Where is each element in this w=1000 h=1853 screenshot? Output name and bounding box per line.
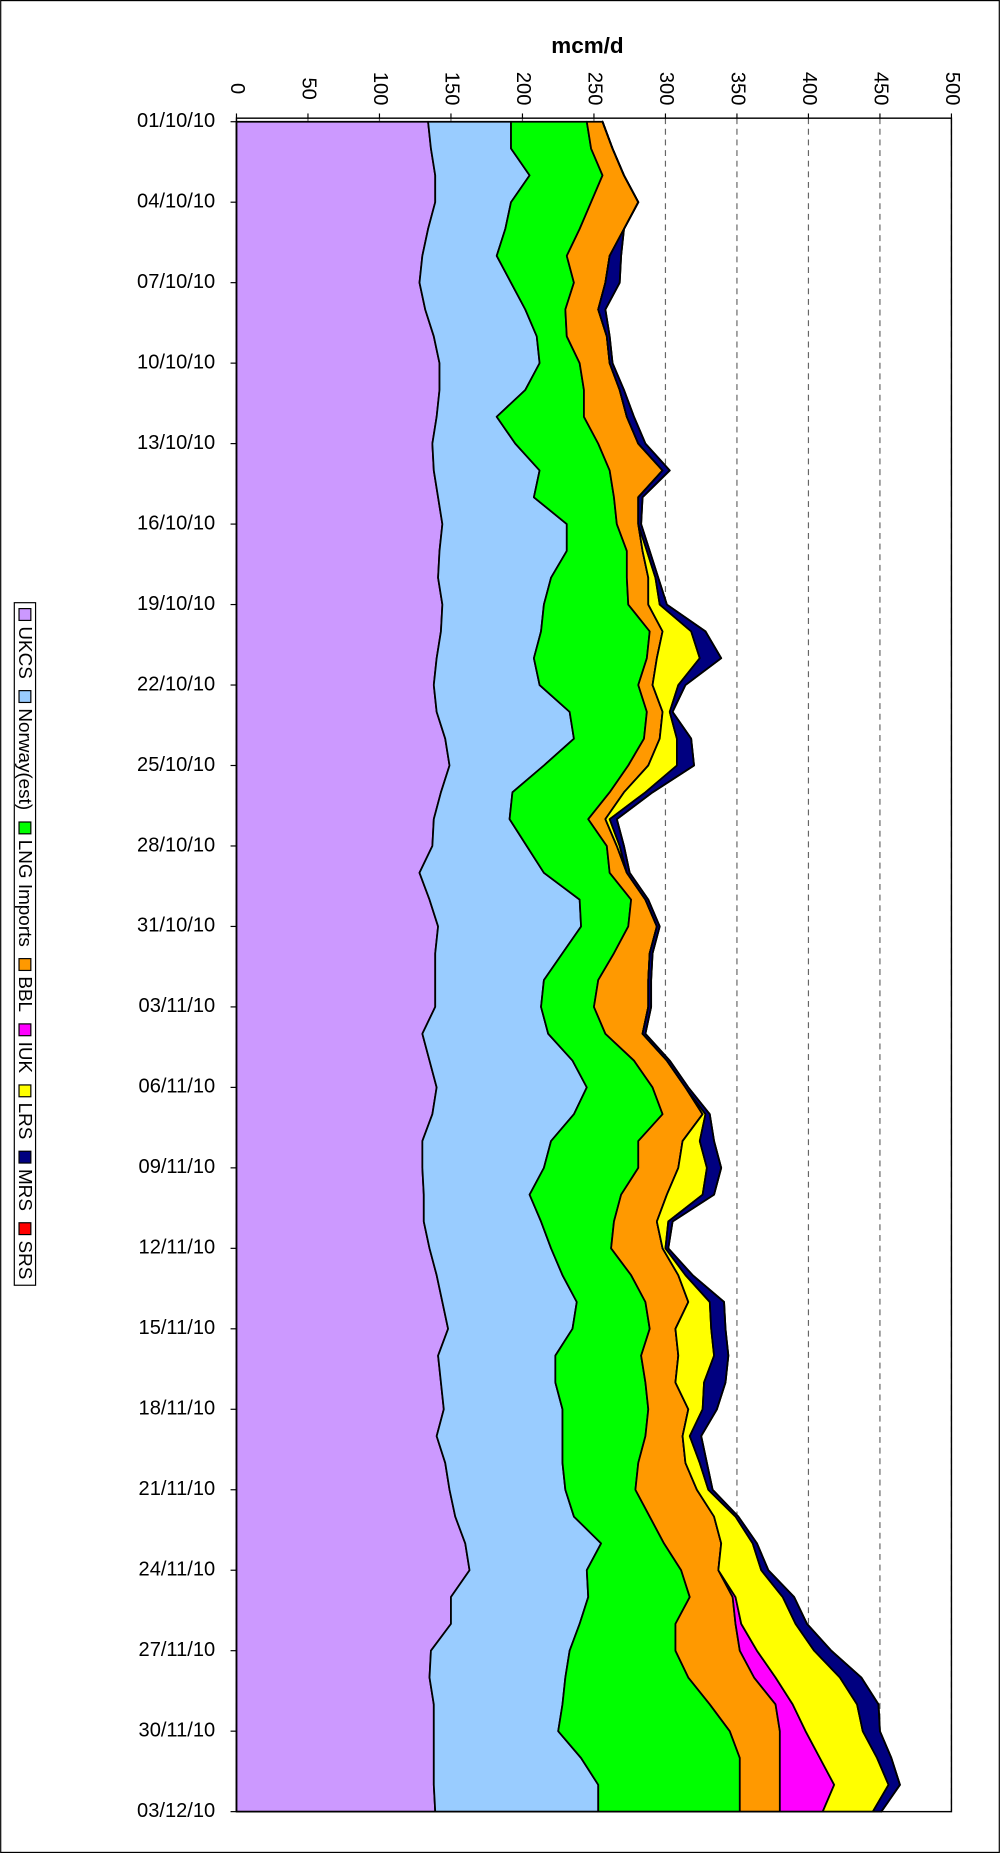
legend-label: MRS [14,1169,35,1211]
legend-swatch [18,958,32,972]
date-tick-label: 12/11/10 [139,1237,216,1259]
date-tick-label: 27/11/10 [139,1639,216,1661]
date-tick-label: 21/11/10 [139,1478,216,1500]
value-tick-label: 300 [655,72,677,106]
value-tick-label: 200 [512,72,534,106]
date-tick-label: 22/10/10 [137,673,215,695]
date-tick-label: 03/11/10 [139,995,216,1017]
date-tick-label: 18/11/10 [139,1398,216,1420]
value-tick-label: 350 [727,72,749,106]
areas [235,120,901,1813]
date-tick-label: 10/10/10 [137,351,215,373]
legend-label: LNG Imports [14,840,35,947]
value-tick-label: 150 [441,72,463,106]
date-tick-label: 07/10/10 [137,271,215,293]
value-tick-label: 400 [798,72,820,106]
legend-label: LRS [14,1103,35,1140]
date-tick-label: 13/10/10 [137,432,215,454]
date-tick-label: 25/10/10 [137,754,215,776]
date-tick-label: 03/12/10 [137,1800,215,1822]
date-tick-label: 06/11/10 [139,1076,216,1098]
date-tick-label: 31/10/10 [137,915,215,937]
legend-swatch [18,1222,32,1236]
value-tick-label: 500 [941,72,963,106]
legend-label: BBL [14,976,35,1012]
legend-swatch [18,690,32,704]
value-tick-label: 450 [870,72,892,106]
legend-box [13,602,37,1286]
legend: UKCS Norway(est) LNG Imports BBL IUK LRS MRS SR… [13,602,37,1286]
date-tick-label: 04/10/10 [137,190,215,212]
date-tick-label: 15/11/10 [139,1317,216,1339]
value-tick-label: 0 [226,83,248,94]
legend-label: IUK [14,1042,35,1074]
value-tick-label: 100 [369,72,391,106]
legend-swatch [18,1150,32,1164]
date-tick-label: 30/11/10 [139,1719,216,1741]
legend-label: SRS [14,1240,35,1279]
legend-swatch [18,821,32,835]
ticks: 0 50 100 150 200 250 300 350 400 450 500 01/10/10 04… [137,72,963,1822]
date-tick-label: 09/11/10 [139,1156,216,1178]
legend-label: UKCS [14,626,35,678]
value-tick-label: 250 [584,72,606,106]
legend-swatch [18,608,32,622]
chart-title: mcm/d [551,33,623,58]
date-tick-label: 28/10/10 [137,834,215,856]
date-tick-label: 16/10/10 [137,512,215,534]
date-tick-label: 19/10/10 [137,593,215,615]
legend-label: Norway(est) [14,708,35,810]
date-tick-label: 24/11/10 [139,1559,216,1581]
value-tick-label: 50 [298,77,320,99]
legend-swatch [18,1084,32,1098]
date-tick-label: 01/10/10 [137,110,215,132]
legend-swatch [18,1023,32,1037]
